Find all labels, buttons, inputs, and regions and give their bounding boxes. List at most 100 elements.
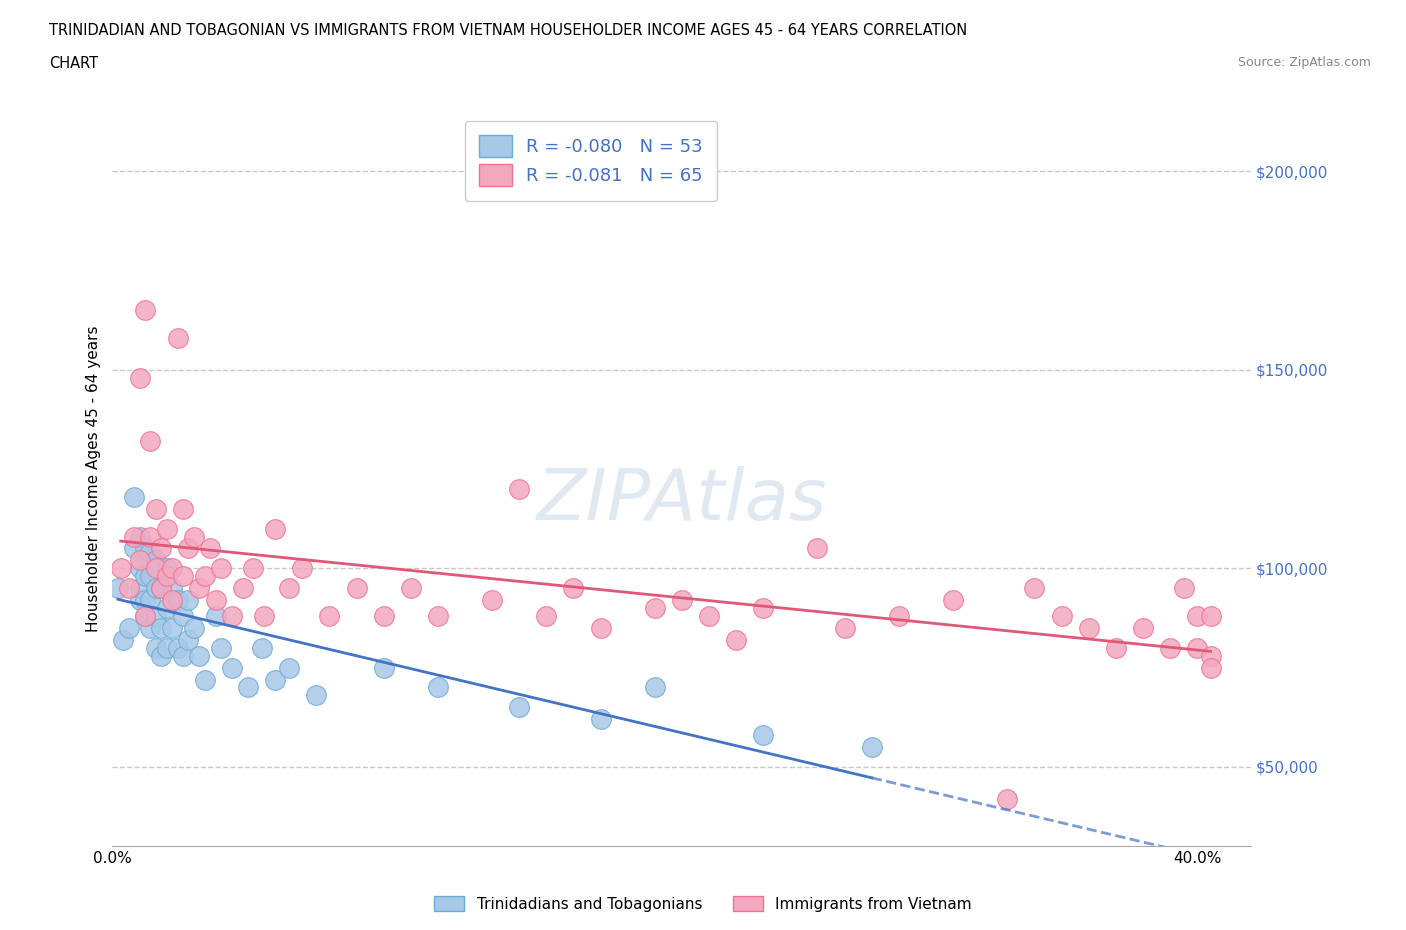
Point: [150, 580, 173, 595]
Point: [204, 608, 226, 623]
Point: [183, 620, 205, 635]
Point: [188, 648, 211, 663]
Point: [128, 553, 150, 568]
Point: [426, 680, 449, 695]
Point: [318, 608, 340, 623]
Point: [134, 569, 156, 584]
Point: [177, 632, 200, 647]
Point: [236, 680, 259, 695]
Point: [139, 529, 162, 544]
Text: CHART: CHART: [49, 56, 98, 71]
Point: [194, 672, 217, 687]
Point: [508, 482, 530, 497]
Point: [221, 608, 243, 623]
Point: [834, 620, 856, 635]
Text: ZIPAtlas: ZIPAtlas: [537, 467, 827, 536]
Point: [122, 529, 145, 544]
Point: [589, 711, 612, 726]
Text: Source: ZipAtlas.com: Source: ZipAtlas.com: [1237, 56, 1371, 69]
Point: [156, 640, 179, 655]
Point: [250, 640, 273, 655]
Point: [145, 561, 167, 576]
Point: [139, 569, 162, 584]
Point: [277, 660, 299, 675]
Point: [1159, 640, 1181, 655]
Point: [1185, 608, 1208, 623]
Point: [172, 501, 194, 516]
Point: [995, 791, 1018, 806]
Point: [562, 580, 585, 595]
Point: [118, 620, 141, 635]
Point: [291, 561, 314, 576]
Point: [806, 541, 828, 556]
Point: [183, 529, 205, 544]
Point: [253, 608, 276, 623]
Point: [172, 648, 194, 663]
Point: [697, 608, 720, 623]
Point: [264, 672, 287, 687]
Point: [346, 580, 368, 595]
Point: [942, 592, 965, 607]
Point: [128, 370, 150, 385]
Point: [166, 592, 188, 607]
Point: [887, 608, 910, 623]
Y-axis label: Householder Income Ages 45 - 64 years: Householder Income Ages 45 - 64 years: [86, 326, 101, 632]
Point: [145, 580, 167, 595]
Point: [399, 580, 422, 595]
Point: [1199, 660, 1222, 675]
Point: [139, 545, 162, 560]
Point: [134, 608, 156, 623]
Point: [1024, 580, 1046, 595]
Point: [242, 561, 264, 576]
Point: [134, 541, 156, 556]
Point: [188, 580, 211, 595]
Point: [644, 680, 666, 695]
Point: [128, 561, 150, 576]
Point: [204, 592, 226, 607]
Point: [1077, 620, 1099, 635]
Point: [177, 592, 200, 607]
Point: [156, 569, 179, 584]
Point: [671, 592, 693, 607]
Point: [1050, 608, 1073, 623]
Point: [110, 561, 132, 576]
Point: [426, 608, 449, 623]
Point: [1132, 620, 1154, 635]
Point: [508, 700, 530, 715]
Point: [752, 727, 775, 742]
Point: [198, 541, 221, 556]
Point: [860, 739, 883, 754]
Point: [145, 640, 167, 655]
Point: [150, 648, 173, 663]
Point: [373, 608, 395, 623]
Point: [156, 521, 179, 536]
Text: TRINIDADIAN AND TOBAGONIAN VS IMMIGRANTS FROM VIETNAM HOUSEHOLDER INCOME AGES 45: TRINIDADIAN AND TOBAGONIAN VS IMMIGRANTS…: [49, 23, 967, 38]
Point: [122, 541, 145, 556]
Point: [134, 608, 156, 623]
Point: [725, 632, 748, 647]
Point: [139, 433, 162, 448]
Point: [145, 553, 167, 568]
Point: [160, 592, 183, 607]
Point: [194, 569, 217, 584]
Point: [160, 620, 183, 635]
Point: [277, 580, 299, 595]
Point: [156, 561, 179, 576]
Point: [160, 561, 183, 576]
Point: [150, 541, 173, 556]
Point: [209, 640, 232, 655]
Point: [128, 580, 150, 595]
Point: [134, 303, 156, 318]
Point: [481, 592, 503, 607]
Point: [1199, 648, 1222, 663]
Point: [118, 580, 141, 595]
Point: [145, 501, 167, 516]
Point: [156, 601, 179, 616]
Point: [145, 608, 167, 623]
Point: [305, 688, 328, 703]
Point: [644, 601, 666, 616]
Point: [112, 632, 135, 647]
Legend: R = -0.080   N = 53, R = -0.081   N = 65: R = -0.080 N = 53, R = -0.081 N = 65: [464, 121, 717, 201]
Point: [589, 620, 612, 635]
Point: [172, 569, 194, 584]
